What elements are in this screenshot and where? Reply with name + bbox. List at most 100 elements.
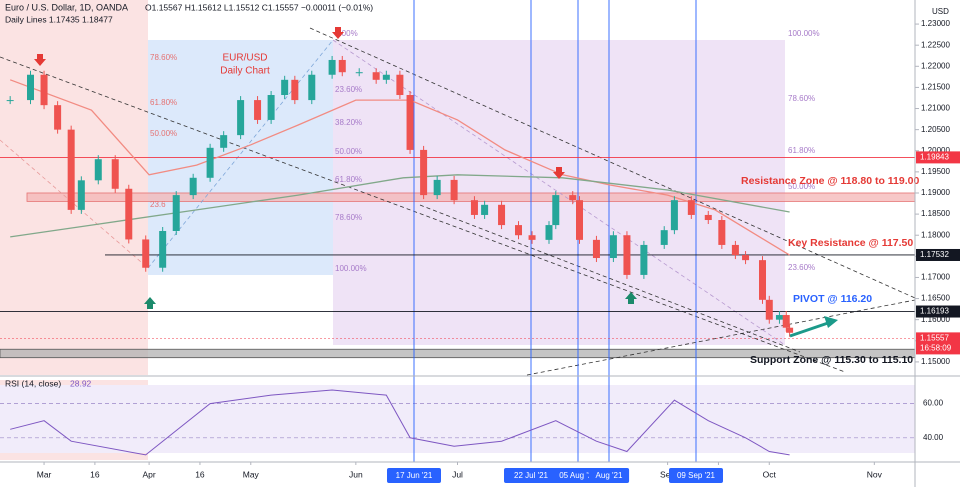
y-tick-label: 1.15000 [921, 357, 950, 366]
level-tag [916, 151, 960, 164]
fib-label: 23.60% [788, 263, 815, 272]
annotation: Key Resistance @ 117.50 [788, 237, 913, 249]
x-tick-label: Apr [142, 469, 155, 479]
candle [592, 239, 600, 259]
x-tick-label: Jul [452, 469, 463, 479]
y-tick-label: 1.23000 [921, 19, 950, 28]
rsi-tick-label: 60.00 [923, 399, 944, 408]
candle [498, 204, 506, 226]
candle [291, 79, 299, 101]
level-tag [916, 305, 960, 318]
candle [420, 149, 428, 196]
trend-line [309, 27, 916, 299]
y-tick-label: 1.22000 [921, 61, 950, 70]
down-arrow [332, 27, 344, 39]
candle [481, 204, 489, 215]
rsi-tick-label: 40.00 [923, 433, 944, 442]
level-tag [916, 248, 960, 261]
level-label: 1.16193 [920, 307, 949, 316]
fib-label: 50.00% [788, 182, 815, 191]
y-tick-label: 1.16500 [921, 294, 950, 303]
x-tick-label: 16 [195, 469, 205, 479]
y-tick-label: 1.17000 [921, 273, 950, 282]
candle [27, 74, 34, 101]
candle [433, 179, 441, 196]
rsi-title: RSI (14, close) [5, 378, 61, 388]
marker-label: 17 Jun '21 [396, 471, 433, 480]
y-tick-label: 1.22500 [921, 40, 950, 49]
marker-box [588, 468, 630, 483]
annotation: Support Zone @ 115.30 to 115.10 [750, 354, 913, 366]
marker-label: 09 Sep '21 [677, 471, 716, 480]
level-label: 1.17532 [920, 250, 949, 259]
candle [640, 244, 648, 275]
candle [94, 159, 102, 181]
fib-label: 61.80% [788, 146, 815, 155]
candle [450, 179, 458, 201]
down-arrow [553, 167, 565, 179]
shading [0, 0, 915, 460]
candle [545, 225, 553, 240]
rsi-last: 28.92 [70, 378, 92, 388]
fib-label: 23.60% [335, 85, 362, 94]
fib-label: 50.00% [150, 129, 177, 138]
candle [782, 315, 790, 328]
fib-label: 78.60% [150, 53, 177, 62]
candle [623, 235, 631, 275]
candle [704, 214, 712, 221]
candle [552, 195, 560, 226]
candle [528, 235, 536, 240]
candle [742, 255, 750, 261]
candle [40, 74, 48, 106]
candle [372, 72, 380, 80]
candle [142, 239, 150, 268]
marker-box [504, 468, 558, 483]
candle [220, 135, 228, 148]
pivot-arrow-head [824, 316, 838, 328]
y-tick-label: 1.20500 [921, 125, 950, 134]
annotation: Resistance Zone @ 118.80 to 119.00 [741, 175, 919, 187]
fib-label: 78.60% [788, 94, 815, 103]
fib-label: 100.00% [788, 29, 820, 38]
y-tick-label: 1.21500 [921, 83, 950, 92]
trend-line [0, 139, 149, 269]
candle [206, 147, 214, 178]
candle [267, 95, 275, 120]
candle [172, 195, 180, 231]
down-arrow [34, 54, 46, 66]
x-tick-label: Oct [763, 469, 777, 479]
candle [237, 100, 245, 136]
fib-label: 78.60% [335, 213, 362, 222]
candle [765, 299, 773, 320]
up-arrow [625, 292, 637, 304]
annotation: PIVOT @ 116.20 [793, 293, 872, 305]
chart-label: EUR/USD [222, 53, 267, 64]
candle [670, 200, 678, 231]
rsi-line [10, 389, 790, 456]
ohlc: O1.15567 H1.15612 L1.15512 C1.15557 −0.0… [145, 2, 373, 12]
fib-label: 23.6 [150, 200, 166, 209]
indicator: Daily Lines 1.17435 1.18477 [5, 14, 113, 24]
candle [54, 105, 62, 130]
marker-box [387, 468, 441, 483]
y-axis-unit: USD [932, 7, 949, 16]
candle [125, 188, 133, 240]
pivot-arrow [789, 321, 829, 338]
candle [77, 180, 85, 210]
candle [254, 100, 262, 120]
candle [382, 74, 390, 80]
fib-label: 38.20% [335, 118, 362, 127]
fib-label: 100.00% [335, 264, 367, 273]
marker-label: Aug '21 [596, 471, 623, 480]
trend-line [0, 56, 846, 373]
candle [281, 79, 289, 96]
y-tick-label: 1.18500 [921, 209, 950, 218]
fib-label: 61.80% [335, 175, 362, 184]
candle [687, 200, 695, 215]
candle [6, 100, 14, 102]
x-tick-label: Nov [867, 469, 883, 479]
candle [406, 95, 414, 150]
rsi-band [0, 385, 915, 453]
level-label: 1.19843 [920, 152, 949, 161]
